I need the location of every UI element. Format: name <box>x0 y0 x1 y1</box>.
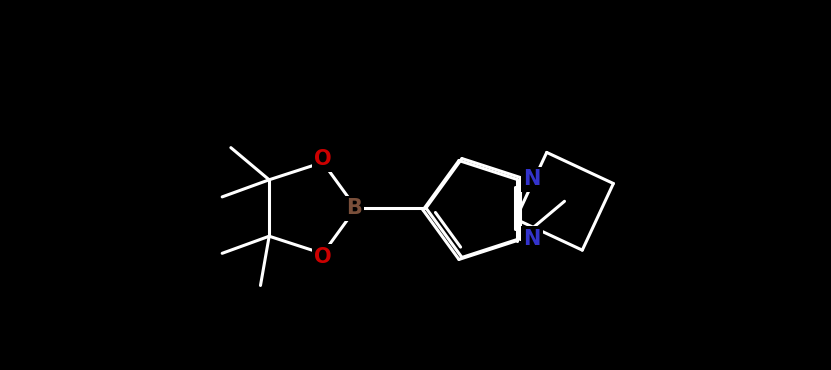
Text: N: N <box>524 229 541 249</box>
Text: N: N <box>524 169 541 189</box>
Text: O: O <box>314 149 332 169</box>
Text: O: O <box>314 247 332 267</box>
Text: B: B <box>346 198 362 218</box>
